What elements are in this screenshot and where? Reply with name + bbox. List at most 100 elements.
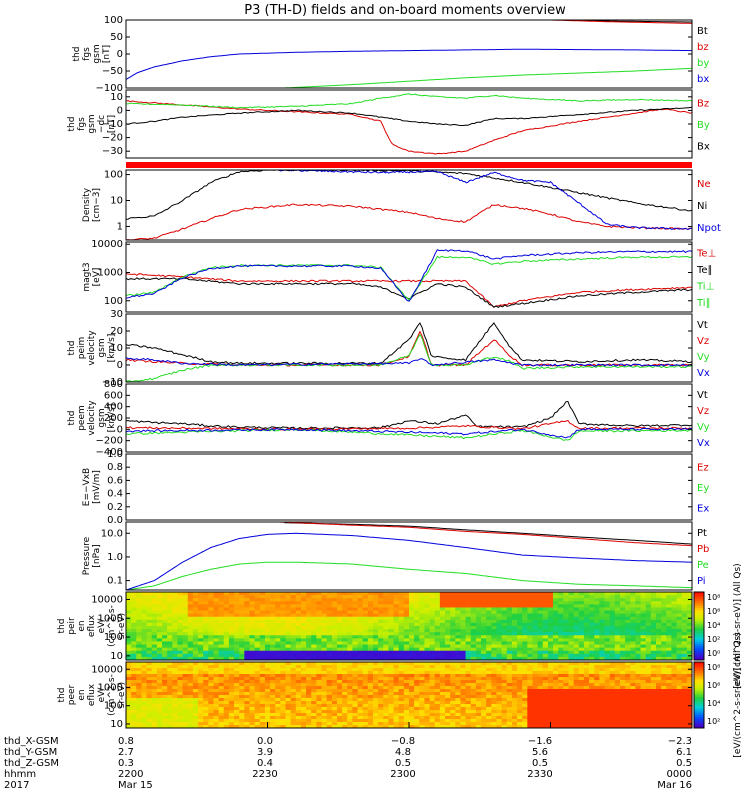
panel-peir-spectrogram: 10⁸ 10⁶ 10⁴ 10² 10⁰ [eV/(cm^2-s-sr-eV)] (All …: [57, 563, 743, 688]
panel-frame: [125, 169, 693, 241]
colorbar: 10⁸ 10⁶ 10⁴ 10² [eV/(cm^2-s-sr-eV)] (All Qs): [693, 632, 743, 758]
series-pressure-2: [126, 561, 692, 590]
y-tick-label: 1.0: [107, 449, 123, 460]
y-axis-label-peim-velocity: thdpeimvelocitygsm[km/s]: [67, 330, 117, 366]
y-tick-label: 400: [104, 402, 123, 413]
series-peim-velocity-2: [126, 333, 692, 382]
x-row-value: 2300: [390, 769, 415, 780]
panel-density: Ne Ni Npot 100 10 1 Density[cm−3]: [82, 169, 721, 241]
legend-entry: Pi: [697, 576, 706, 587]
legend-density: Ne Ni Npot: [697, 179, 721, 234]
panel-frame: [125, 19, 693, 89]
x-row-value: 0.8: [118, 736, 134, 747]
legend-entry: Ez: [697, 462, 709, 473]
y-ticks-peim-velocity: 30 20 10 0 −10: [102, 309, 692, 388]
legend-entry: Vy: [697, 422, 710, 433]
series-fgs-gsm-3: [126, 48, 692, 80]
legend-entry: Ne: [697, 179, 711, 190]
panel-pressure: Pt Pb Pe Pi 10.0 1.0 0.1 Pressure[nPa]: [82, 521, 709, 591]
y-tick-label: 30: [110, 309, 123, 320]
y-tick-label: 0.0: [107, 515, 123, 526]
series-density-2: [278, 170, 692, 230]
series-fgs-gsm-1: [550, 20, 692, 24]
y-tick-label: 0.8: [107, 462, 123, 473]
legend-entry: Bt: [697, 26, 708, 37]
panel-frame: [125, 241, 693, 313]
y-tick-label: 100: [104, 15, 123, 26]
panel-peem-velocity: VtVzVyVx8006004002000−200−400thdpeemvelo…: [67, 379, 710, 458]
colorbar-tick: 10²: [707, 717, 720, 726]
y-tick-label: 10: [110, 651, 123, 662]
y-tick-label: 10: [110, 343, 123, 354]
legend-pressure: Pt Pb Pe Pi: [697, 528, 709, 587]
x-row-value: 0.5: [395, 758, 411, 769]
legend-peem-velocity: Vt Vz Vy Vx: [697, 390, 710, 449]
y-axis-label-peer-spectrogram: thdpeerenefluxeV/(cm^2-s-sr-eV): [57, 674, 127, 716]
colorbar-tick: 10⁴: [707, 621, 720, 630]
y-tick-label: −100: [96, 83, 123, 94]
legend-entry: Pt: [697, 528, 707, 539]
colorbar-tick: 10⁶: [707, 681, 720, 690]
y-ticks-pressure: 10.0 1.0 0.1: [101, 528, 692, 587]
legend-entry: Pe: [697, 560, 709, 571]
x-row-label: thd_X-GSM: [4, 736, 59, 747]
x-row-value: 0.4: [257, 758, 273, 769]
y-tick-label: 100: [104, 632, 123, 643]
y-tick-label: 10: [110, 92, 123, 103]
x-row-value: Mar 16: [657, 780, 692, 791]
legend-entry: Te∥: [696, 265, 713, 276]
panel-peer-spectrogram: 10⁸ 10⁶ 10⁴ 10² [eV/(cm^2-s-sr-eV)] (All Qs)…: [57, 632, 743, 757]
x-row-label: thd_Y-GSM: [4, 747, 57, 758]
spectrogram-cells: [126, 662, 692, 728]
y-tick-label: 50: [110, 32, 123, 43]
series-pressure-0: [284, 522, 692, 545]
colorbar-tick: 10⁸: [707, 663, 720, 672]
series-temperature-0: [126, 273, 692, 308]
series-fgs-gsm-detrend-1: [126, 93, 692, 109]
legend-entry: Vz: [697, 336, 709, 347]
x-row-value: 2.7: [118, 747, 134, 758]
x-row-value: 0000: [667, 769, 692, 780]
x-row-value: 2200: [118, 769, 143, 780]
x-row-value: 6.1: [676, 747, 692, 758]
y-tick-label: 1000: [98, 683, 123, 694]
y-tick-label: 100: [104, 701, 123, 712]
y-tick-label: 200: [104, 413, 123, 424]
legend-entry: Bz: [697, 99, 709, 110]
y-tick-label: −50: [102, 66, 123, 77]
y-tick-label: 10000: [91, 239, 123, 250]
legend-entry: Vt: [697, 390, 708, 401]
spectrogram-cells: [126, 592, 692, 660]
panel-frame: [125, 383, 693, 453]
x-row-value: Mar 15: [118, 780, 153, 791]
y-tick-label: 0: [117, 49, 123, 60]
y-tick-label: 10: [110, 196, 123, 207]
series-peem-velocity-0: [126, 400, 692, 430]
legend-entry: Pb: [697, 544, 709, 555]
x-axis-labels: thd_X-GSM 0.8 0.0 −0.8 −1.6 −2.3 thd_Y-GSM 2.7 3…: [4, 722, 693, 791]
y-tick-label: −400: [96, 447, 123, 458]
series-fgs-gsm-detrend-2: [126, 106, 692, 126]
legend-entry: By: [697, 120, 710, 131]
series-peem-velocity-2: [126, 428, 692, 441]
legend-entry: Vz: [697, 406, 709, 417]
series-fgs-gsm-detrend-0: [126, 100, 692, 155]
colorbar-tick: 10⁰: [707, 649, 720, 658]
legend-entry: Vt: [697, 320, 708, 331]
panel-fgs-gsm: Bt bz by bx 100 50 0 −50 −100 thdfgsgsm[nT]: [72, 15, 709, 94]
series-peim-velocity-0: [126, 322, 692, 365]
colorbar-tick: 10²: [707, 635, 720, 644]
y-tick-label: 0.6: [107, 475, 123, 486]
y-tick-label: −200: [96, 436, 123, 447]
y-axis-label-efield: E=−VxB[mV/m]: [82, 468, 102, 506]
y-axis-label-fgs-gsm: thdfgsgsm[nT]: [72, 44, 112, 63]
colorbar-tick: 10⁴: [707, 699, 720, 708]
legend-entry: bz: [697, 42, 709, 53]
legend-fgs-gsm: Bt bz by bx: [697, 26, 709, 85]
panel-frame: [125, 591, 693, 661]
series-density-0: [126, 170, 692, 220]
x-row-value: −1.6: [528, 736, 552, 747]
y-tick-label: 10000: [91, 664, 123, 675]
y-tick-label: 1.0: [107, 552, 123, 563]
